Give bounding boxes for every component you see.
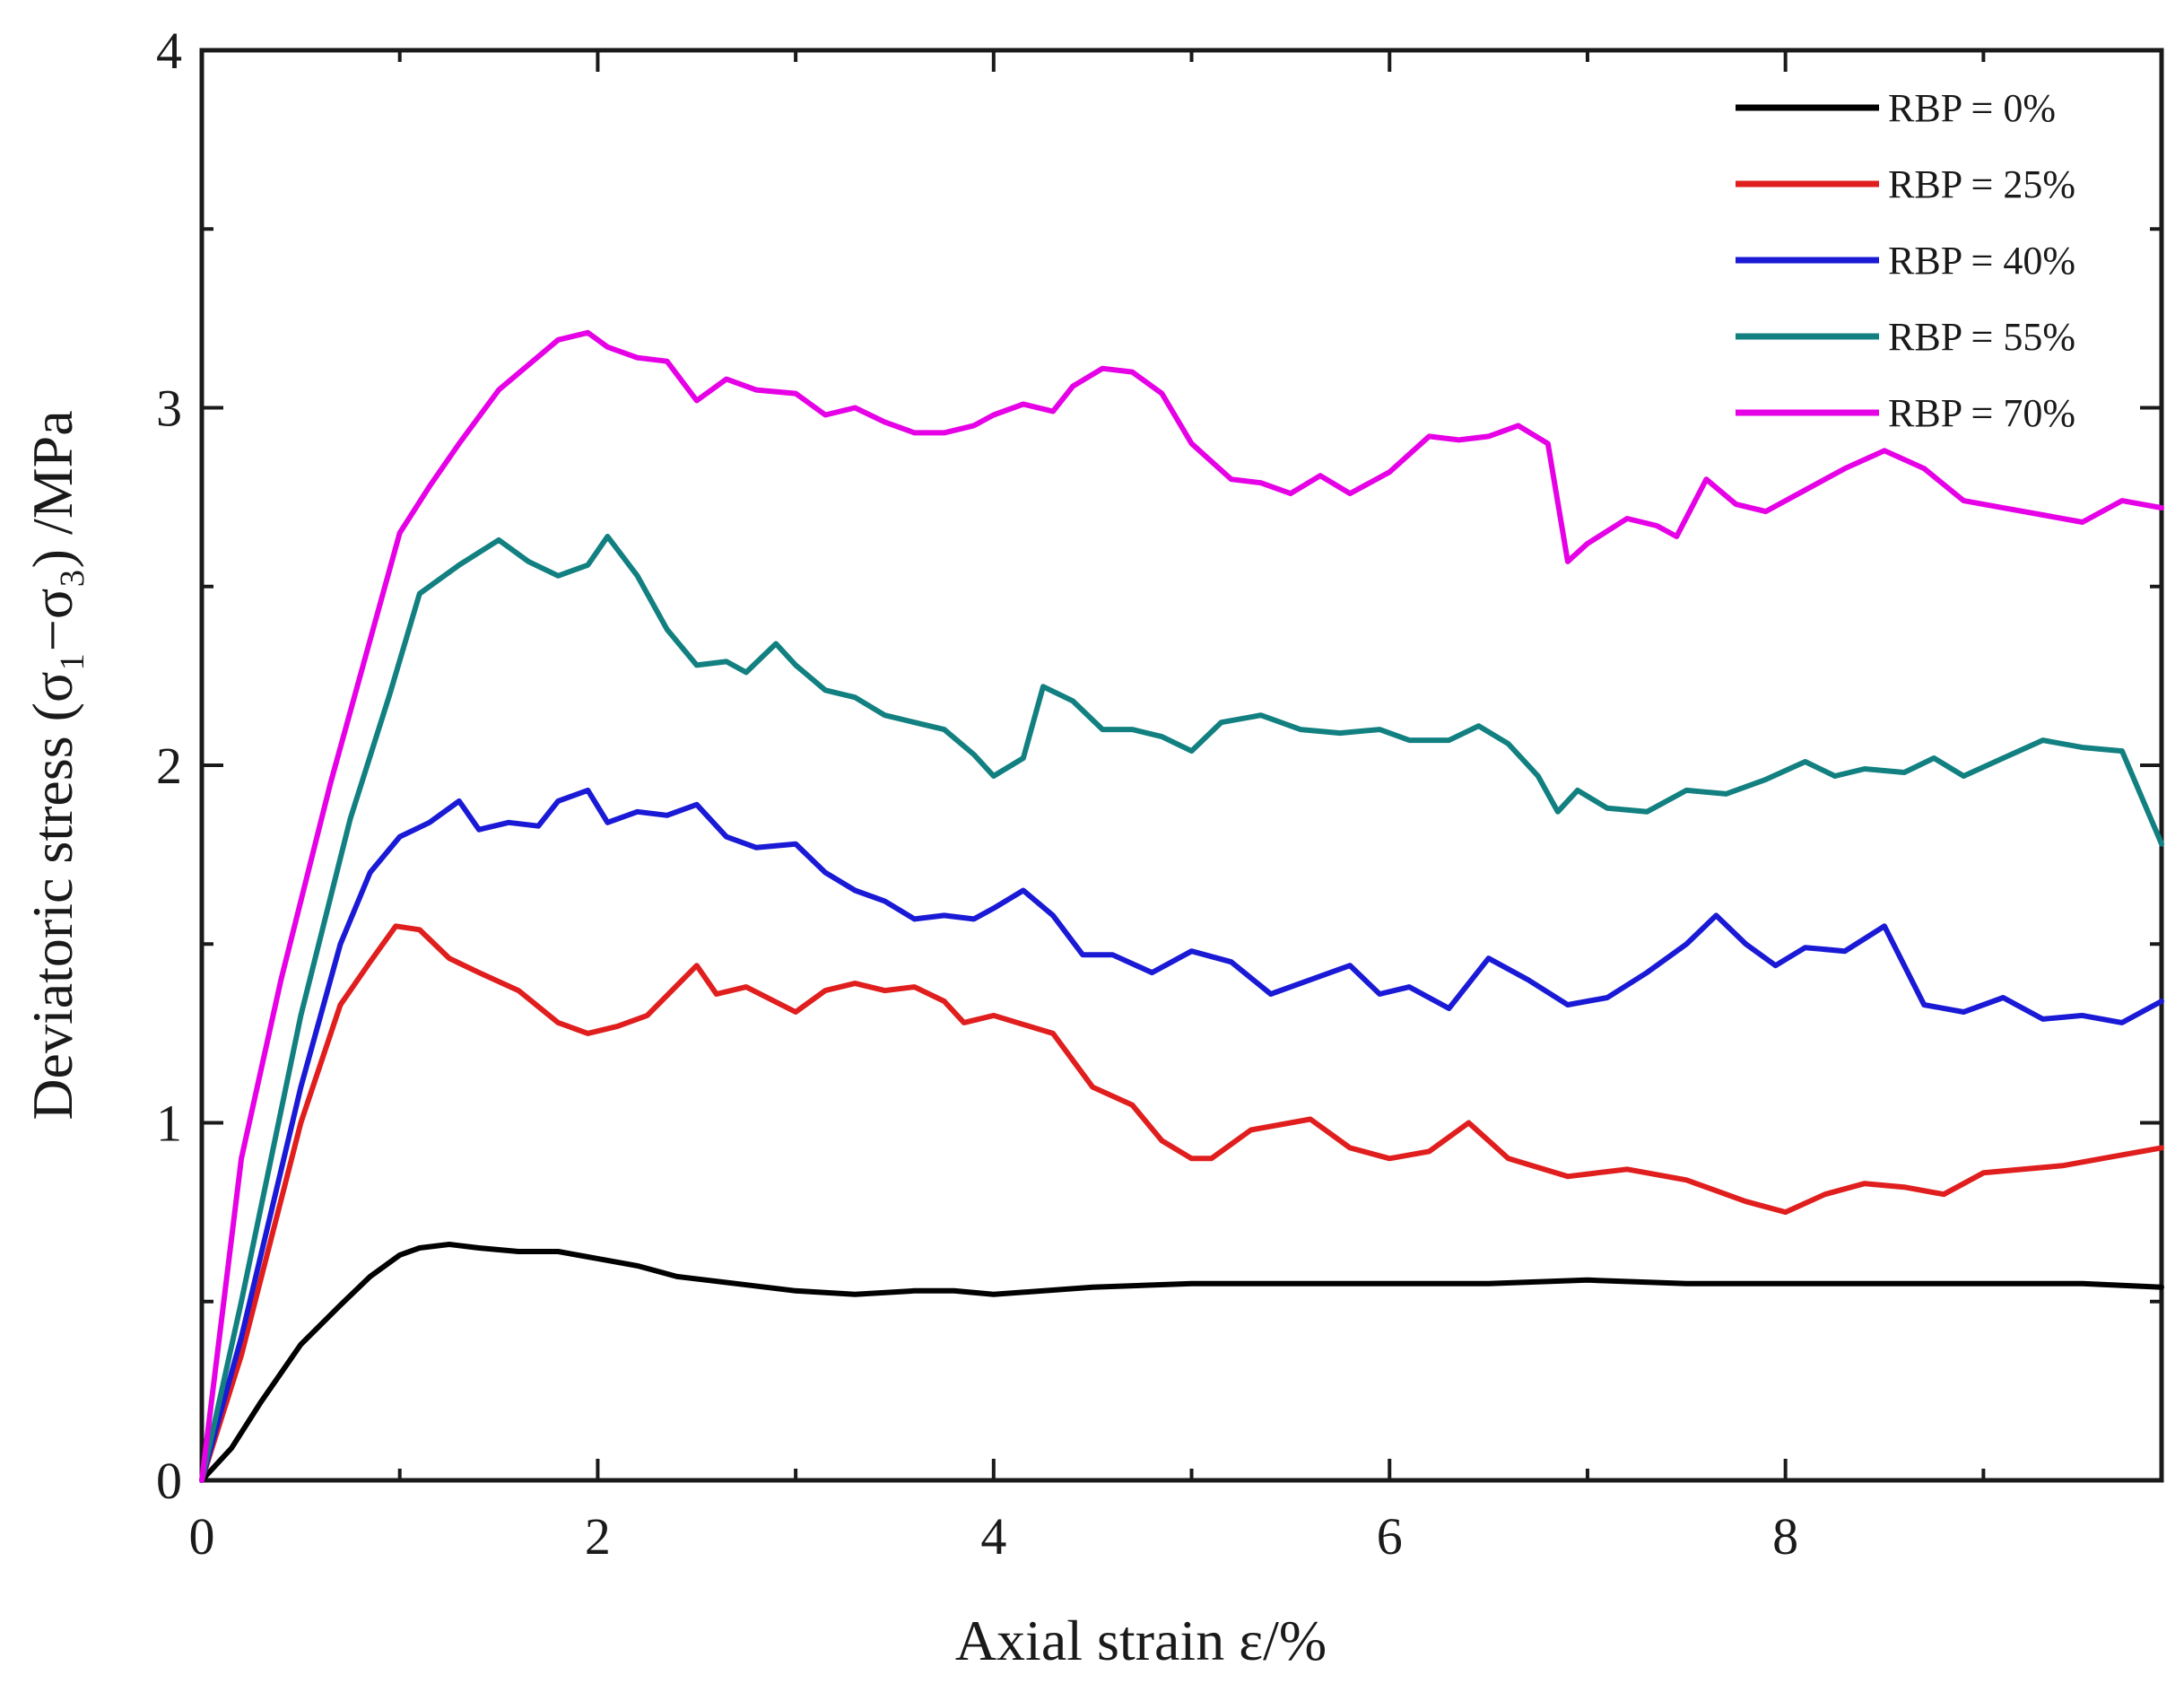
series-line-1 xyxy=(199,923,2164,1483)
series-line-3 xyxy=(199,534,2164,1483)
x-tick-label: 6 xyxy=(1377,1507,1403,1566)
legend: RBP = 0% RBP = 25% RBP = 40% RBP = 55% RBP =… xyxy=(1736,86,2075,435)
legend-label-0: RBP = 0% xyxy=(1888,86,2056,130)
series-line-4 xyxy=(199,329,2164,1483)
series-lines xyxy=(199,329,2164,1483)
series-line-0 xyxy=(199,1242,2164,1483)
legend-label-1: RBP = 25% xyxy=(1888,162,2075,206)
x-tick-label: 8 xyxy=(1772,1507,1798,1566)
y-tick-label: 2 xyxy=(156,737,182,795)
y-tick-label: 4 xyxy=(156,22,182,80)
series-line-2 xyxy=(199,787,2164,1483)
x-tick-label: 0 xyxy=(189,1507,215,1566)
x-tick-label: 2 xyxy=(585,1507,611,1566)
legend-label-3: RBP = 55% xyxy=(1888,315,2075,359)
y-axis-title: Deviatoric stress (σ₁−σ₃) /MPa xyxy=(21,410,84,1120)
y-tick-label: 0 xyxy=(156,1452,182,1510)
y-tick-label: 1 xyxy=(156,1095,182,1153)
legend-label-2: RBP = 40% xyxy=(1888,239,2075,283)
x-tick-label: 4 xyxy=(980,1507,1006,1566)
legend-label-4: RBP = 70% xyxy=(1888,391,2075,435)
axis-tick-labels: 0 2 4 6 8 0 1 2 3 4 xyxy=(156,22,1798,1566)
x-axis-title: Axial strain ε/% xyxy=(955,1609,1327,1672)
y-tick-label: 3 xyxy=(156,379,182,438)
axis-ticks xyxy=(200,48,2162,1482)
